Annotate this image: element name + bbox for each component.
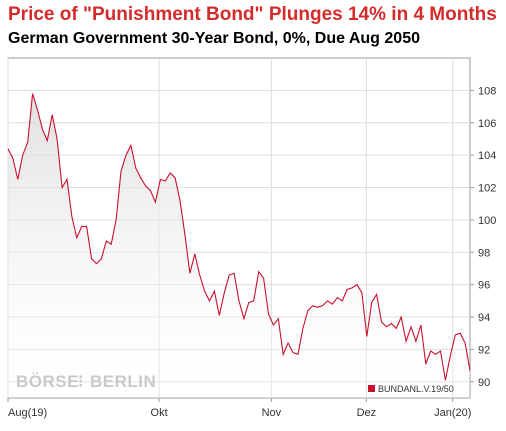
chart-title: Price of "Punishment Bond" Plunges 14% i…: [8, 4, 497, 25]
watermark-right: BERLIN: [90, 372, 156, 391]
legend-label: BUNDANL.V.19/50: [378, 384, 454, 394]
watermark-separator-icon: ⁝: [78, 372, 84, 391]
x-tick-label: Dez: [357, 407, 377, 419]
price-series-line: [7, 93, 471, 381]
x-tick-label: Aug(19): [8, 407, 47, 419]
x-tick-label: Jan(20): [434, 407, 471, 419]
x-tick-label: Nov: [262, 407, 282, 419]
chart-subtitle: German Government 30-Year Bond, 0%, Due …: [8, 30, 420, 47]
y-tick-label: 104: [478, 150, 496, 162]
watermark: BÖRSE ⁝ BERLIN: [16, 372, 156, 391]
price-area-fill: [8, 93, 470, 398]
y-tick-label: 106: [478, 118, 496, 130]
x-tick-label: Okt: [151, 407, 168, 419]
y-tick-label: 100: [478, 215, 496, 227]
y-tick-label: 98: [478, 247, 490, 259]
y-tick-label: 108: [478, 85, 496, 97]
legend: BUNDANL.V.19/50: [368, 384, 454, 394]
legend-swatch: [368, 385, 375, 392]
watermark-left: BÖRSE: [16, 372, 79, 391]
y-tick-label: 90: [478, 377, 490, 389]
y-axis-ticks: 90 92 94 96 98 100 102 104 106 108: [470, 85, 496, 389]
y-tick-label: 94: [478, 312, 490, 324]
x-axis-ticks: Aug(19) Okt Nov Dez Jan(20): [7, 398, 471, 419]
y-tick-label: 92: [478, 344, 490, 356]
y-tick-label: 96: [478, 280, 490, 292]
y-tick-label: 102: [478, 183, 496, 195]
